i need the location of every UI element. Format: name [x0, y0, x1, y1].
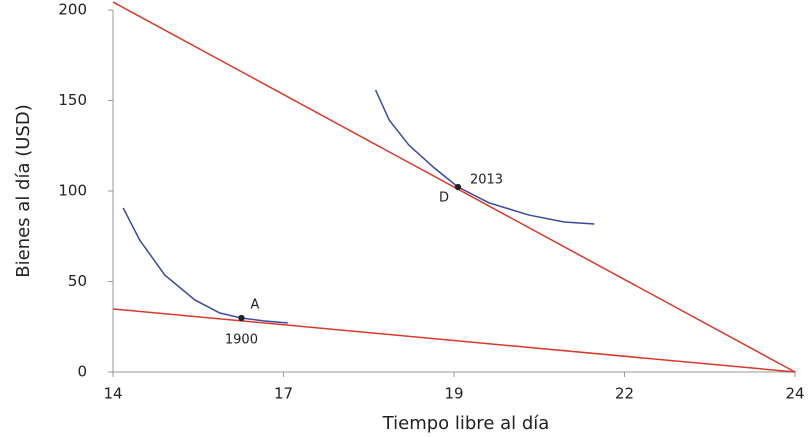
point-label: D: [439, 191, 449, 206]
y-tick-label: 0: [77, 363, 87, 381]
y-tick-label: 150: [58, 91, 87, 109]
point: [454, 183, 462, 191]
x-tick-label: 17: [274, 385, 293, 403]
point-label: A: [250, 298, 259, 313]
curve: [122, 207, 288, 324]
y-tick-label: 100: [58, 182, 87, 200]
x-tick-label: 19: [444, 385, 463, 403]
point-annotation: 2013: [470, 173, 503, 188]
y-axis-label: Bienes al día (USD): [13, 104, 34, 277]
y-tick-label: 50: [68, 272, 87, 290]
y-tick-label: 200: [58, 1, 87, 19]
x-axis-label: Tiempo libre al día: [382, 413, 550, 434]
curve: [112, 1, 796, 373]
point-annotation: 1900: [225, 333, 258, 348]
point: [238, 314, 245, 322]
curve: [112, 308, 796, 373]
x-tick-label: 14: [103, 385, 122, 403]
x-tick-label: 24: [785, 385, 804, 403]
x-tick-label: 22: [615, 385, 634, 403]
